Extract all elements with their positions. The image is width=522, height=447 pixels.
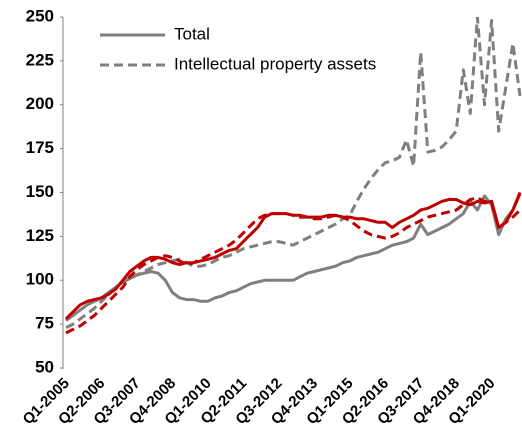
series-line bbox=[64, 191, 522, 320]
y-tick-label: 50 bbox=[35, 357, 54, 376]
y-tick-label: 225 bbox=[26, 50, 54, 69]
legend-label: Intellectual property assets bbox=[174, 54, 376, 73]
y-tick-label: 75 bbox=[35, 314, 54, 333]
plot-lines bbox=[64, 17, 522, 335]
series-line bbox=[65, 193, 522, 322]
y-tick-label: 100 bbox=[26, 270, 54, 289]
series-line bbox=[65, 17, 522, 329]
series-line bbox=[65, 196, 522, 335]
y-tick-label: 200 bbox=[26, 94, 54, 113]
legend-label: Total bbox=[174, 24, 210, 43]
y-tick-label: 175 bbox=[26, 138, 54, 157]
y-tick-label: 250 bbox=[26, 6, 54, 25]
y-tick-label: 150 bbox=[26, 182, 54, 201]
y-tick-label: 125 bbox=[26, 226, 54, 245]
